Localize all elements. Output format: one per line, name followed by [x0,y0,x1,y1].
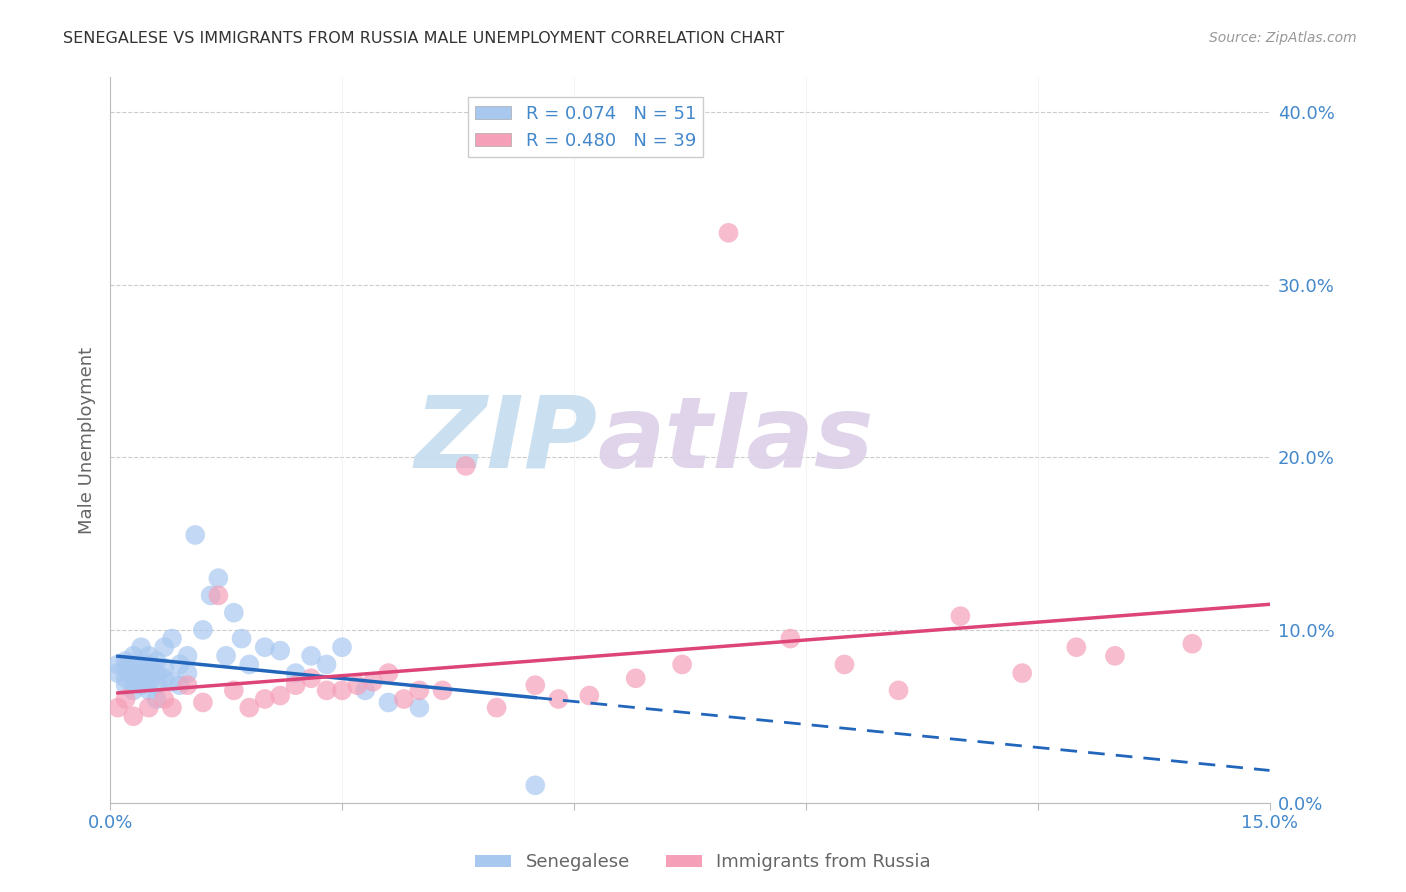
Point [129,661,152,675]
Point [253,692,276,706]
Point [671,657,693,672]
Point [330,683,353,698]
Point [129,671,152,685]
Point [315,683,337,698]
Point [153,661,176,675]
Point [122,648,145,663]
Point [432,683,454,698]
Point [191,623,214,637]
Point [176,648,198,663]
Point [153,692,176,706]
Point [524,778,547,792]
Point [408,683,430,698]
Point [169,657,191,672]
Point [330,640,353,655]
Point [284,678,307,692]
Legend: Senegalese, Immigrants from Russia: Senegalese, Immigrants from Russia [468,847,938,879]
Point [176,678,198,692]
Point [887,683,910,698]
Point [253,640,276,655]
Point [107,700,129,714]
Y-axis label: Male Unemployment: Male Unemployment [79,346,96,533]
Point [122,709,145,723]
Point [122,666,145,681]
Point [779,632,801,646]
Point [284,666,307,681]
Point [578,689,600,703]
Point [160,700,183,714]
Point [408,700,430,714]
Point [122,657,145,672]
Point [215,648,238,663]
Point [1181,637,1204,651]
Point [207,588,229,602]
Point [361,674,384,689]
Text: atlas: atlas [598,392,873,489]
Text: ZIP: ZIP [415,392,598,489]
Point [153,640,176,655]
Point [191,696,214,710]
Point [269,643,291,657]
Point [114,678,136,692]
Point [138,700,160,714]
Point [153,671,176,685]
Point [231,632,253,646]
Point [200,588,222,602]
Point [114,692,136,706]
Point [524,678,547,692]
Point [392,692,415,706]
Point [114,671,136,685]
Point [377,696,399,710]
Point [1011,666,1033,681]
Point [169,678,191,692]
Point [346,678,368,692]
Point [138,683,160,698]
Point [269,689,291,703]
Point [1104,648,1126,663]
Point [299,648,322,663]
Point [454,458,477,473]
Point [114,661,136,675]
Point [354,683,377,698]
Point [485,700,508,714]
Point [145,654,167,668]
Point [717,226,740,240]
Point [145,692,167,706]
Point [834,657,856,672]
Point [222,606,245,620]
Point [114,654,136,668]
Point [949,609,972,624]
Point [299,671,322,685]
Point [129,678,152,692]
Point [138,648,160,663]
Point [145,678,167,692]
Point [107,657,129,672]
Point [377,666,399,681]
Point [547,692,569,706]
Point [184,528,207,542]
Point [129,640,152,655]
Point [138,674,160,689]
Point [160,674,183,689]
Point [624,671,647,685]
Point [138,657,160,672]
Point [222,683,245,698]
Point [107,666,129,681]
Point [122,683,145,698]
Point [160,632,183,646]
Legend: R = 0.074   N = 51, R = 0.480   N = 39: R = 0.074 N = 51, R = 0.480 N = 39 [468,97,703,157]
Point [238,700,260,714]
Point [238,657,260,672]
Point [1066,640,1088,655]
Point [138,666,160,681]
Point [207,571,229,585]
Point [315,657,337,672]
Text: SENEGALESE VS IMMIGRANTS FROM RUSSIA MALE UNEMPLOYMENT CORRELATION CHART: SENEGALESE VS IMMIGRANTS FROM RUSSIA MAL… [63,31,785,46]
Point [122,674,145,689]
Point [145,666,167,681]
Text: Source: ZipAtlas.com: Source: ZipAtlas.com [1209,31,1357,45]
Point [176,666,198,681]
